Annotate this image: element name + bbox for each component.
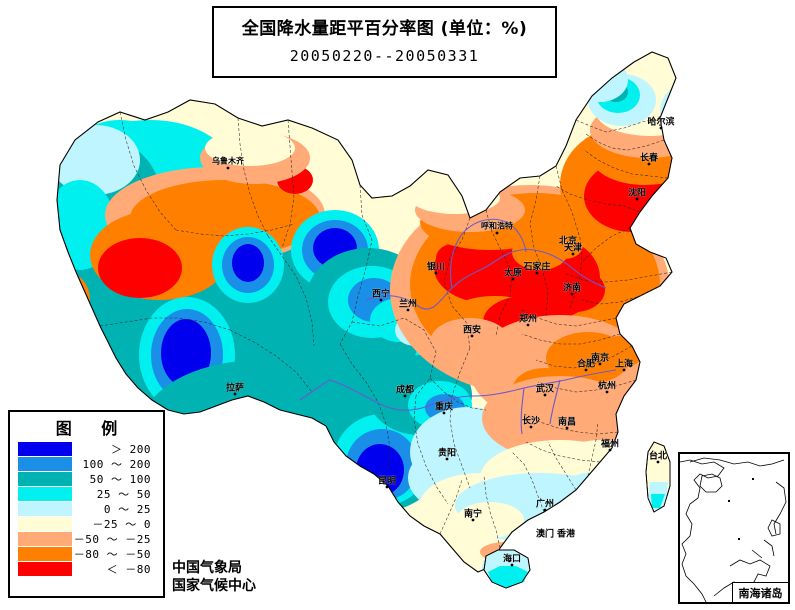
city-label: 呼和浩特: [481, 221, 513, 231]
legend-row: 50 ～ 100: [18, 471, 157, 486]
city-label: 澳门: [535, 529, 555, 540]
inset-label: 南海诸岛: [732, 582, 788, 602]
city-label: 沈阳: [627, 188, 647, 199]
legend-row: 100 ～ 200: [18, 456, 157, 471]
city-markers: [226, 126, 663, 567]
city-label: 南昌: [557, 417, 577, 428]
map-title-box: 全国降水量距平百分率图 (单位：%) 20050220--20050331: [212, 6, 557, 78]
city-label: 海口: [502, 554, 522, 565]
legend-swatch: [18, 501, 72, 516]
city-label: 贵阳: [437, 448, 457, 459]
legend-label: ＞ 200: [111, 442, 151, 456]
city-label: 昆明: [377, 476, 397, 487]
legend-swatch: [18, 471, 72, 486]
city-label: 南京: [590, 353, 610, 364]
city-label: 上海: [614, 359, 634, 370]
legend-row: －25 ～ 0: [18, 516, 157, 531]
legend-label: ＜ －80: [106, 562, 151, 576]
legend-row: －80 ～ －50: [18, 546, 157, 561]
city-label: 重庆: [434, 402, 454, 413]
south-china-sea-inset: 南海诸岛: [678, 452, 790, 604]
provincial-boundaries: [99, 111, 673, 549]
legend-row: 25 ～ 50: [18, 486, 157, 501]
city-label: 兰州: [398, 299, 418, 310]
map-title: 全国降水量距平百分率图 (单位：%): [241, 19, 528, 40]
city-label: 南宁: [463, 509, 483, 520]
city-label: 西宁: [371, 289, 391, 300]
city-label: 长春: [639, 153, 659, 164]
legend-swatch: [18, 441, 72, 456]
city-label: 台北: [648, 451, 668, 462]
legend-row: 0 ～ 25: [18, 501, 157, 516]
city-label: 哈尔滨: [647, 117, 675, 128]
major-rivers: [299, 218, 617, 435]
city-label: 长沙: [521, 416, 541, 427]
city-label: 杭州: [597, 381, 617, 392]
legend-label: 50 ～ 100: [89, 472, 151, 486]
legend-swatch: [18, 516, 72, 531]
city-label: 太原: [503, 268, 523, 279]
city-label: 拉萨: [225, 383, 245, 394]
legend-label: 25 ～ 50: [96, 487, 151, 501]
city-label: 乌鲁木齐: [212, 156, 244, 166]
legend-list: ＞ 200 100 ～ 200 50 ～ 100 25 ～ 50 0 ～ 25 －25 ～…: [10, 441, 163, 576]
city-label: 广州: [535, 499, 555, 510]
legend-swatch: [18, 486, 72, 501]
legend-swatch: [18, 531, 72, 546]
china-national-border: [56, 51, 677, 573]
map-period: 20050220--20050331: [289, 46, 480, 65]
city-label: 北京: [558, 236, 578, 247]
city-label: 成都: [395, 385, 415, 396]
city-label: 郑州: [518, 314, 538, 325]
city-label: 福州: [600, 439, 620, 450]
city-label: 济南: [562, 283, 582, 294]
legend-swatch: [18, 561, 72, 576]
legend-label: 100 ～ 200: [82, 457, 151, 471]
legend-label: －80 ～ －50: [73, 547, 151, 561]
city-label: 石家庄: [523, 262, 551, 273]
agency-credit: 中国气象局 国家气候中心: [172, 560, 256, 595]
city-label: 天津: [563, 243, 583, 254]
legend-label: 0 ～ 25: [103, 502, 151, 516]
legend-swatch: [18, 546, 72, 561]
legend-row: －50 ～ －25: [18, 531, 157, 546]
city-label: 武汉: [535, 384, 555, 395]
agency-line-2: 国家气候中心: [172, 577, 256, 594]
legend-row: ＜ －80: [18, 561, 157, 576]
agency-line-1: 中国气象局: [172, 560, 242, 576]
city-label: 香港: [556, 529, 576, 540]
legend-box: 图 例 ＞ 200 100 ～ 200 50 ～ 100 25 ～ 50 0 ～ 25 －…: [8, 410, 165, 598]
legend-title: 图 例: [55, 419, 130, 438]
legend-label: －25 ～ 0: [92, 517, 151, 531]
legend-row: ＞ 200: [18, 441, 157, 456]
city-label: 合肥: [576, 359, 596, 370]
city-label: 银川: [426, 262, 446, 273]
city-label: 西安: [462, 325, 482, 336]
legend-swatch: [18, 456, 72, 471]
legend-label: －50 ～ －25: [73, 532, 151, 546]
south-china-sea-inset-map: [680, 454, 788, 602]
